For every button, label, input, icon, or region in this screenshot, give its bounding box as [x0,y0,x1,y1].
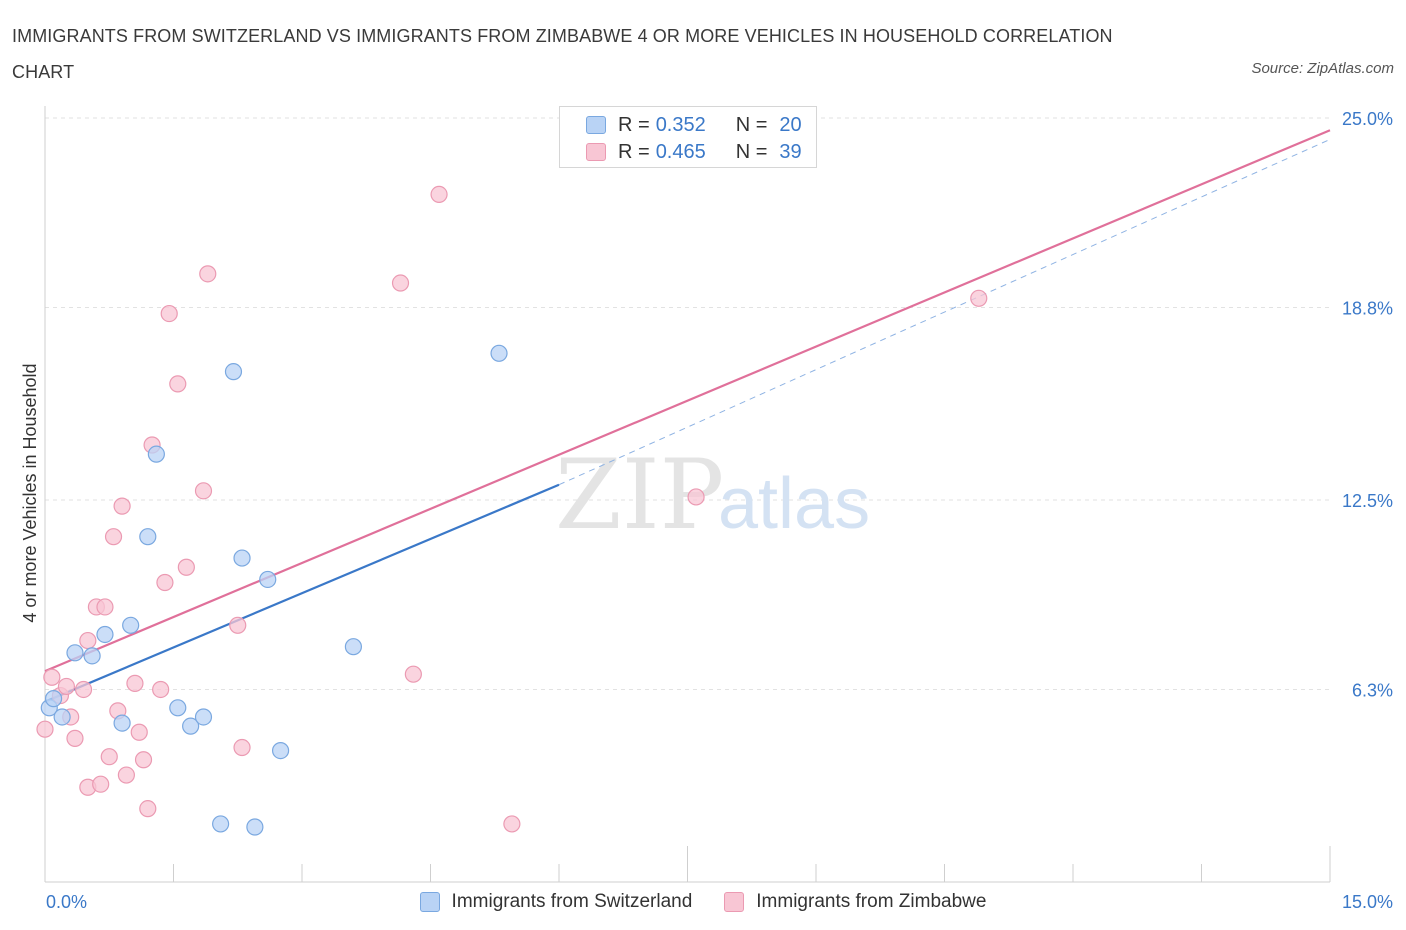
switzerland-swatch [419,892,440,912]
point-switzerland [194,708,213,726]
point-zimbabwe [139,800,157,818]
point-zimbabwe [92,775,110,793]
point-switzerland [83,647,101,665]
point-switzerland [344,638,362,656]
point-switzerland [139,528,157,546]
point-zimbabwe [134,751,153,769]
point-zimbabwe [177,558,195,576]
r-label: R = [618,140,650,163]
axes [44,106,1331,883]
point-switzerland [96,625,114,644]
point-switzerland [53,708,71,726]
y-tick-label: 6.3% [1352,680,1393,700]
point-switzerland [224,363,243,381]
point-zimbabwe [233,738,251,757]
stats-row-zimbabwe: R = 0.465 N = 39 [586,140,802,164]
point-zimbabwe [194,482,213,500]
point-switzerland [246,818,264,836]
x-tick-label: 0.0% [46,892,87,912]
trend-lines [44,129,1331,703]
point-switzerland [212,815,230,833]
point-switzerland [44,690,63,708]
point-zimbabwe [104,528,123,546]
point-switzerland [169,699,187,717]
watermark-atlas: atlas [718,464,870,544]
point-zimbabwe [57,677,76,696]
point-zimbabwe [160,304,178,323]
grid-lines [45,117,1330,690]
r-value: 0.352 [655,113,706,136]
zimbabwe-swatch [724,892,745,912]
legend-item-switzerland[interactable]: Immigrants from Switzerland [419,888,693,916]
n-label: N = [735,140,768,163]
chart-title: IMMIGRANTS FROM SWITZERLAND VS IMMIGRANT… [12,26,1113,82]
zimbabwe-swatch [586,143,606,161]
y-tick-label: 18.8% [1342,298,1393,318]
point-zimbabwe [169,375,187,393]
stats-legend: R = 0.352 N = 20 R = 0.465 N = 39 [559,106,817,168]
point-zimbabwe [199,265,217,283]
legend-label: Immigrants from Switzerland [451,891,693,912]
point-zimbabwe [43,668,61,686]
point-zimbabwe [391,274,410,292]
trend-line-switzerland [44,483,560,703]
y-tick-label: 12.5% [1342,491,1393,511]
point-zimbabwe [229,616,247,634]
watermark: ZIP atlas [555,439,870,551]
point-zimbabwe [113,497,131,515]
point-zimbabwe [503,815,521,833]
point-zimbabwe [687,488,705,506]
point-switzerland [113,714,131,732]
r-value: 0.465 [655,140,706,163]
tick-labels: 6.3% 12.5% 18.8% 25.0% 0.0% 15.0% [46,109,1393,912]
y-tick-label: 25.0% [1342,109,1393,129]
point-zimbabwe [126,674,144,692]
n-value: 39 [779,140,802,163]
point-zimbabwe [152,680,170,699]
n-label: N = [735,113,768,136]
point-switzerland [122,616,140,634]
point-zimbabwe [100,748,118,766]
n-value: 20 [779,113,802,136]
point-zimbabwe [74,680,93,699]
point-zimbabwe [36,720,54,738]
point-switzerland [259,570,277,589]
stats-row-switzerland: R = 0.352 N = 20 [586,113,802,137]
point-zimbabwe [66,729,84,747]
point-zimbabwe [404,665,422,683]
trend-line-zimbabwe [44,129,1331,673]
source-label: Source: ZipAtlas.com [1251,60,1394,77]
point-zimbabwe [156,573,174,592]
data-points [36,185,988,836]
point-zimbabwe [96,598,114,616]
x-tick-label: 15.0% [1342,892,1393,912]
legend-item-zimbabwe[interactable]: Immigrants from Zimbabwe [724,888,986,916]
switzerland-swatch [586,116,606,134]
point-zimbabwe [430,185,448,203]
trend-line-switzerland-extension [558,138,1331,486]
point-switzerland [66,644,84,662]
point-zimbabwe [79,631,97,650]
legend-label: Immigrants from Zimbabwe [756,891,987,912]
series-legend: Immigrants from Switzerland Immigrants f… [0,888,1406,916]
point-zimbabwe [130,723,148,741]
point-switzerland [147,445,165,463]
r-label: R = [618,113,650,136]
point-zimbabwe [117,766,135,784]
point-switzerland [233,549,251,567]
point-switzerland [271,741,290,760]
point-zimbabwe [970,289,988,307]
point-switzerland [490,344,508,362]
point-switzerland [182,717,200,735]
y-axis-label: 4 or more Vehicles in Household [20,363,40,622]
